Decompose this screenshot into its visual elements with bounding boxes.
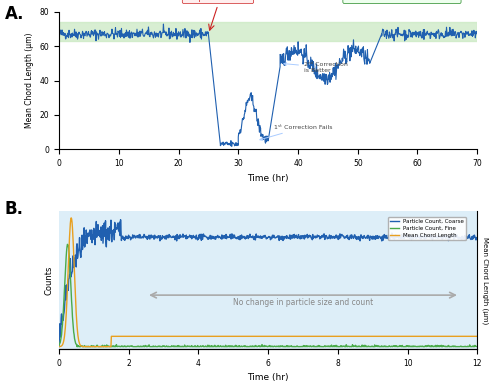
- Particle Count, Coarse: [344, 234, 350, 238]
- Particle Count, Coarse: [241, 235, 246, 239]
- Line: Particle Count, Fine: Particle Count, Fine: [59, 244, 477, 346]
- X-axis label: Time (hr): Time (hr): [247, 374, 289, 383]
- X-axis label: Time (hr): Time (hr): [247, 174, 289, 183]
- Mean Chord Length: [241, 334, 247, 339]
- Mean Chord Length: [383, 334, 389, 339]
- Mean Chord Length: [108, 344, 114, 349]
- Text: ✖ Upset Detected: ✖ Upset Detected: [184, 0, 252, 2]
- Y-axis label: Mean Chord Length (μm): Mean Chord Length (μm): [482, 237, 489, 324]
- Text: ✔ 3rd Correction is Successful: ✔ 3rd Correction is Successful: [344, 0, 460, 2]
- Particle Count, Fine: [99, 343, 105, 348]
- Bar: [59, 22, 477, 41]
- Mean Chord Length: [474, 334, 480, 339]
- Particle Count, Fine: [241, 343, 247, 348]
- Text: No change in particle size and count: No change in particle size and count: [233, 298, 373, 307]
- Particle Count, Coarse: [99, 230, 105, 235]
- Particle Count, Coarse: [226, 235, 232, 240]
- Particle Count, Coarse: [118, 217, 123, 222]
- Legend: Particle Count, Coarse, Particle Count, Fine, Mean Chord Length: Particle Count, Coarse, Particle Count, …: [388, 217, 466, 240]
- Mean Chord Length: [391, 334, 397, 339]
- Mean Chord Length: [226, 334, 232, 339]
- Particle Count, Fine: [474, 344, 480, 349]
- Text: A.: A.: [5, 5, 24, 23]
- Particle Count, Fine: [391, 343, 397, 348]
- Particle Count, Fine: [64, 242, 70, 247]
- Text: 2ⁿᵈ Correction
is Better: 2ⁿᵈ Correction is Better: [284, 62, 348, 73]
- Particle Count, Coarse: [383, 235, 389, 240]
- Mean Chord Length: [99, 344, 105, 349]
- Particle Count, Fine: [56, 343, 62, 347]
- Mean Chord Length: [56, 344, 62, 349]
- Particle Count, Coarse: [390, 236, 396, 240]
- Particle Count, Fine: [344, 344, 350, 349]
- Text: 1ˢᵗ Correction Fails: 1ˢᵗ Correction Fails: [260, 125, 333, 140]
- Particle Count, Fine: [226, 343, 232, 348]
- Mean Chord Length: [68, 216, 74, 220]
- Mean Chord Length: [344, 334, 350, 339]
- Text: B.: B.: [5, 200, 24, 218]
- Particle Count, Fine: [74, 344, 80, 349]
- Line: Particle Count, Coarse: Particle Count, Coarse: [59, 220, 477, 346]
- Particle Count, Coarse: [474, 236, 480, 241]
- Y-axis label: Counts: Counts: [44, 266, 54, 295]
- Particle Count, Coarse: [56, 344, 62, 349]
- Y-axis label: Mean Chord Length (μm): Mean Chord Length (μm): [25, 33, 34, 128]
- Particle Count, Fine: [383, 344, 389, 348]
- Line: Mean Chord Length: Mean Chord Length: [59, 218, 477, 346]
